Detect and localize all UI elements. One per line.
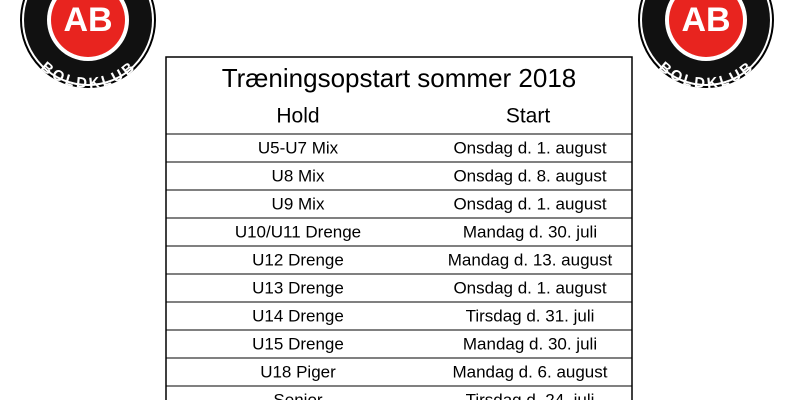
- table-cell: U9 Mix: [272, 194, 325, 213]
- table-title: Træningsopstart sommer 2018: [222, 63, 577, 93]
- table-rows: U5-U7 Mix Onsdag d. 1. august U8 Mix Onsdag…: [166, 133, 632, 400]
- logo-disc: [51, 0, 125, 57]
- table-cell: U5-U7 Mix: [258, 138, 339, 157]
- table-cell: Senior: [273, 390, 322, 400]
- table-cell: Onsdag d. 1. august: [453, 138, 606, 157]
- club-logo: ABAARUPBOLDKLUB: [20, 0, 156, 93]
- table-cell: Mandag d. 30. juli: [463, 334, 597, 353]
- club-logo: ABAARUPBOLDKLUB: [638, 0, 774, 93]
- table-cell: U18 Piger: [260, 362, 336, 381]
- column-header: Start: [506, 105, 551, 128]
- table-cell: U15 Drenge: [252, 334, 344, 353]
- table-cell: Tirsdag d. 31. juli: [466, 306, 595, 325]
- table-cell: Mandag d. 6. august: [452, 362, 607, 381]
- logo-initials: AB: [63, 1, 112, 39]
- table-cell: U12 Drenge: [252, 250, 344, 269]
- table-cell: Onsdag d. 1. august: [453, 194, 606, 213]
- table-cell: Onsdag d. 1. august: [453, 278, 606, 297]
- column-header: Hold: [276, 105, 319, 128]
- table-cell: Mandag d. 30. juli: [463, 222, 597, 241]
- logo-disc: [669, 0, 743, 57]
- table-cell: U8 Mix: [272, 166, 325, 185]
- table-cell: Mandag d. 13. august: [448, 250, 613, 269]
- table-cell: U13 Drenge: [252, 278, 344, 297]
- logo-initials: AB: [681, 1, 730, 39]
- table-cell: Onsdag d. 8. august: [453, 166, 606, 185]
- table-cell: Tirsdag d. 24. juli: [466, 390, 595, 400]
- table-cell: U10/U11 Drenge: [235, 222, 361, 241]
- table-frame: [165, 56, 633, 400]
- table-cell: U14 Drenge: [252, 306, 344, 325]
